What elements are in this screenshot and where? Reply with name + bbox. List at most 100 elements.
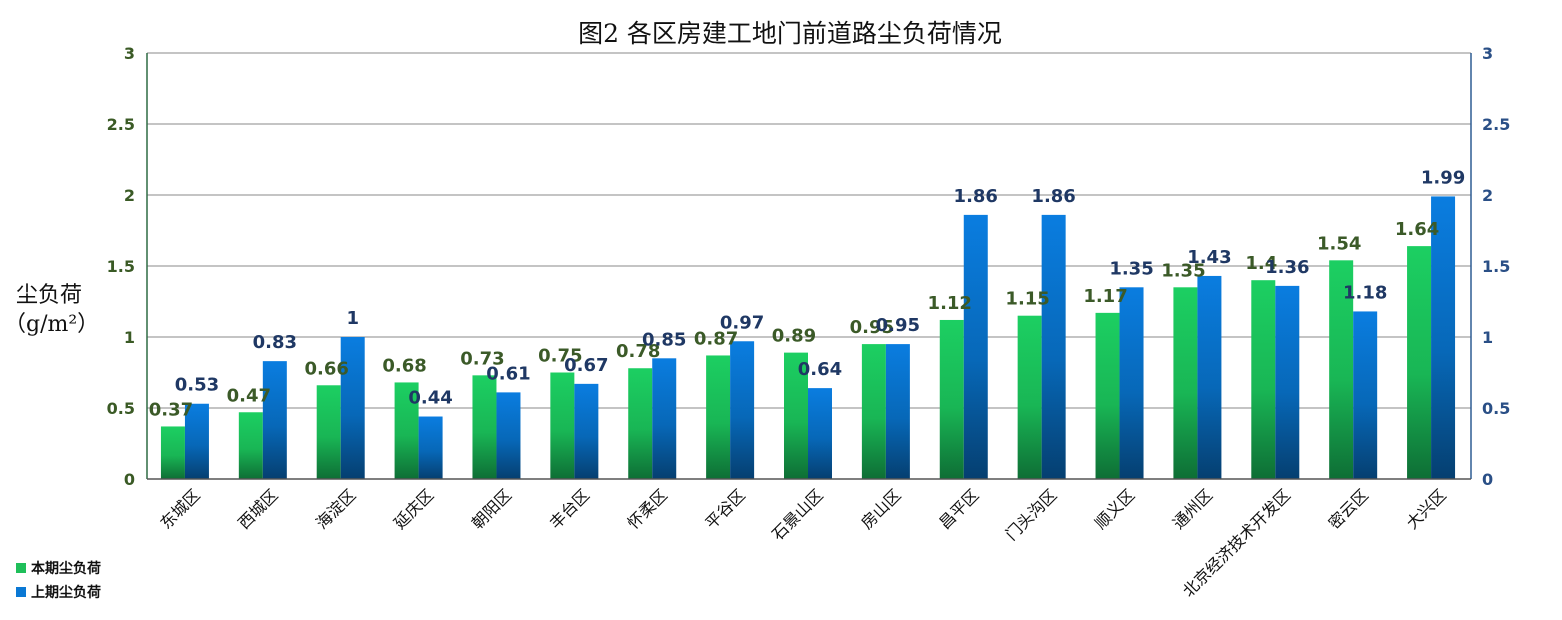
data-label-previous: 0.53 [175, 375, 219, 396]
bar-current [1407, 246, 1432, 479]
legend-item-previous: 上期尘负荷 [16, 580, 101, 604]
bar-current [784, 352, 808, 479]
y-tick-label-right: 1.5 [1482, 257, 1510, 276]
bar-previous [1119, 287, 1144, 479]
bar-previous [574, 383, 599, 479]
y-tick-label-left: 0.5 [107, 399, 135, 418]
bar-previous [730, 341, 755, 479]
data-label-current: 0.78 [616, 341, 660, 362]
data-label-previous: 1.99 [1421, 167, 1465, 188]
bar-previous [963, 214, 988, 479]
data-label-current: 1.64 [1395, 219, 1439, 240]
bar-current [706, 355, 731, 479]
y-tick-label-right: 2 [1482, 186, 1493, 205]
data-label-current: 1.17 [1083, 286, 1127, 307]
bar-current [1173, 287, 1198, 479]
data-label-previous: 1.86 [954, 186, 998, 207]
x-tick-label: 通州区 [1169, 485, 1216, 532]
data-label-previous: 1.43 [1187, 247, 1231, 268]
data-label-previous: 0.83 [253, 332, 297, 353]
data-label-previous: 0.85 [642, 329, 686, 350]
data-label-current: 1.12 [928, 293, 972, 314]
bar-current [238, 412, 263, 479]
x-tick-label: 顺义区 [1091, 485, 1138, 532]
bar-previous [340, 337, 365, 479]
data-label-current: 0.95 [850, 317, 894, 338]
x-tick-label: 怀柔区 [624, 485, 671, 532]
bar-previous [1041, 214, 1066, 479]
legend: 本期尘负荷 上期尘负荷 [16, 556, 101, 604]
legend-swatch-previous [16, 587, 26, 597]
x-tick-label: 朝阳区 [468, 485, 515, 532]
data-label-current: 0.75 [538, 346, 582, 367]
data-label-current: 0.87 [694, 328, 738, 349]
x-tick-label: 东城区 [156, 485, 203, 532]
y-tick-label-left: 2.5 [107, 115, 135, 134]
y-tick-label-right: 0.5 [1482, 399, 1510, 418]
bar-previous [1197, 275, 1222, 479]
bar-current [628, 368, 653, 479]
y-axis-unit: （g/m²） [4, 312, 99, 337]
data-label-previous: 1.86 [1031, 186, 1075, 207]
data-label-current: 1.15 [1005, 289, 1049, 310]
bar-previous [808, 388, 832, 479]
legend-label-current: 本期尘负荷 [31, 561, 101, 577]
data-label-current: 1.4 [1245, 253, 1277, 274]
data-label-previous: 0.44 [408, 388, 452, 409]
legend-label-previous: 上期尘负荷 [31, 585, 101, 601]
data-labels: 0.37 0.53 0.47 0.83 0.66 1 0.68 0.44 0.730.61 0.7… [149, 167, 1466, 420]
bar-previous [885, 344, 910, 479]
data-label-current: 0.68 [382, 355, 426, 376]
data-label-previous: 0.95 [876, 315, 920, 336]
category-labels: 东城区 西城区 海淀区 延庆区 朝阳区 丰台区 怀柔区 平谷区 石景山区 房山区 昌平区 门头沟区 顺义… [156, 485, 1450, 600]
data-label-previous: 1 [346, 308, 359, 329]
y-tick-label-right: 1 [1482, 328, 1493, 347]
y-tick-label-right: 2.5 [1482, 115, 1510, 134]
x-tick-label: 大兴区 [1403, 485, 1450, 532]
bar-current [861, 344, 886, 479]
legend-swatch-current [16, 563, 26, 573]
bar-current [1017, 315, 1042, 479]
bar-current [1329, 260, 1354, 479]
bar-current [1095, 312, 1120, 479]
x-tick-label: 密云区 [1325, 485, 1372, 532]
bar-current [1251, 280, 1276, 479]
data-label-current: 0.37 [149, 399, 193, 420]
gridlines [147, 52, 1471, 409]
bar-previous [1431, 196, 1456, 480]
bar-previous [262, 361, 287, 479]
data-label-previous: 1.36 [1265, 257, 1309, 278]
bar-previous [1275, 285, 1300, 479]
x-tick-label: 西城区 [234, 485, 281, 532]
data-label-current: 1.35 [1161, 260, 1205, 281]
bar-current [394, 382, 419, 479]
data-label-previous: 0.64 [798, 359, 842, 380]
data-label-previous: 1.35 [1109, 258, 1153, 279]
bar-current [550, 372, 575, 479]
y-tick-label-right: 3 [1482, 44, 1493, 63]
bar-previous [496, 392, 521, 479]
bar-previous [652, 358, 677, 479]
x-tick-label: 门头沟区 [1002, 485, 1061, 544]
y-tick-label-left: 2 [124, 186, 135, 205]
legend-item-current: 本期尘负荷 [16, 556, 101, 580]
bars [160, 196, 1456, 480]
axes: 0 0 0.5 0.5 1 1 1.5 1.5 2 2 2.5 2.5 3 3 [107, 44, 1511, 489]
x-tick-label: 海淀区 [312, 485, 359, 532]
data-label-previous: 0.67 [564, 355, 608, 376]
data-label-current: 0.73 [460, 348, 504, 369]
data-label-current: 0.47 [227, 385, 271, 406]
x-tick-label: 延庆区 [390, 485, 437, 532]
x-tick-label: 丰台区 [546, 485, 593, 532]
bar-previous [418, 416, 443, 479]
y-tick-label-left: 3 [124, 44, 135, 63]
bar-current [472, 375, 497, 479]
x-tick-label: 昌平区 [935, 485, 982, 532]
data-label-previous: 1.18 [1343, 282, 1387, 303]
x-tick-label: 石景山区 [768, 485, 827, 544]
x-tick-label: 房山区 [857, 485, 904, 532]
bar-previous [184, 403, 209, 479]
bar-current [316, 385, 341, 479]
y-axis-label: 尘负荷 [16, 283, 82, 308]
